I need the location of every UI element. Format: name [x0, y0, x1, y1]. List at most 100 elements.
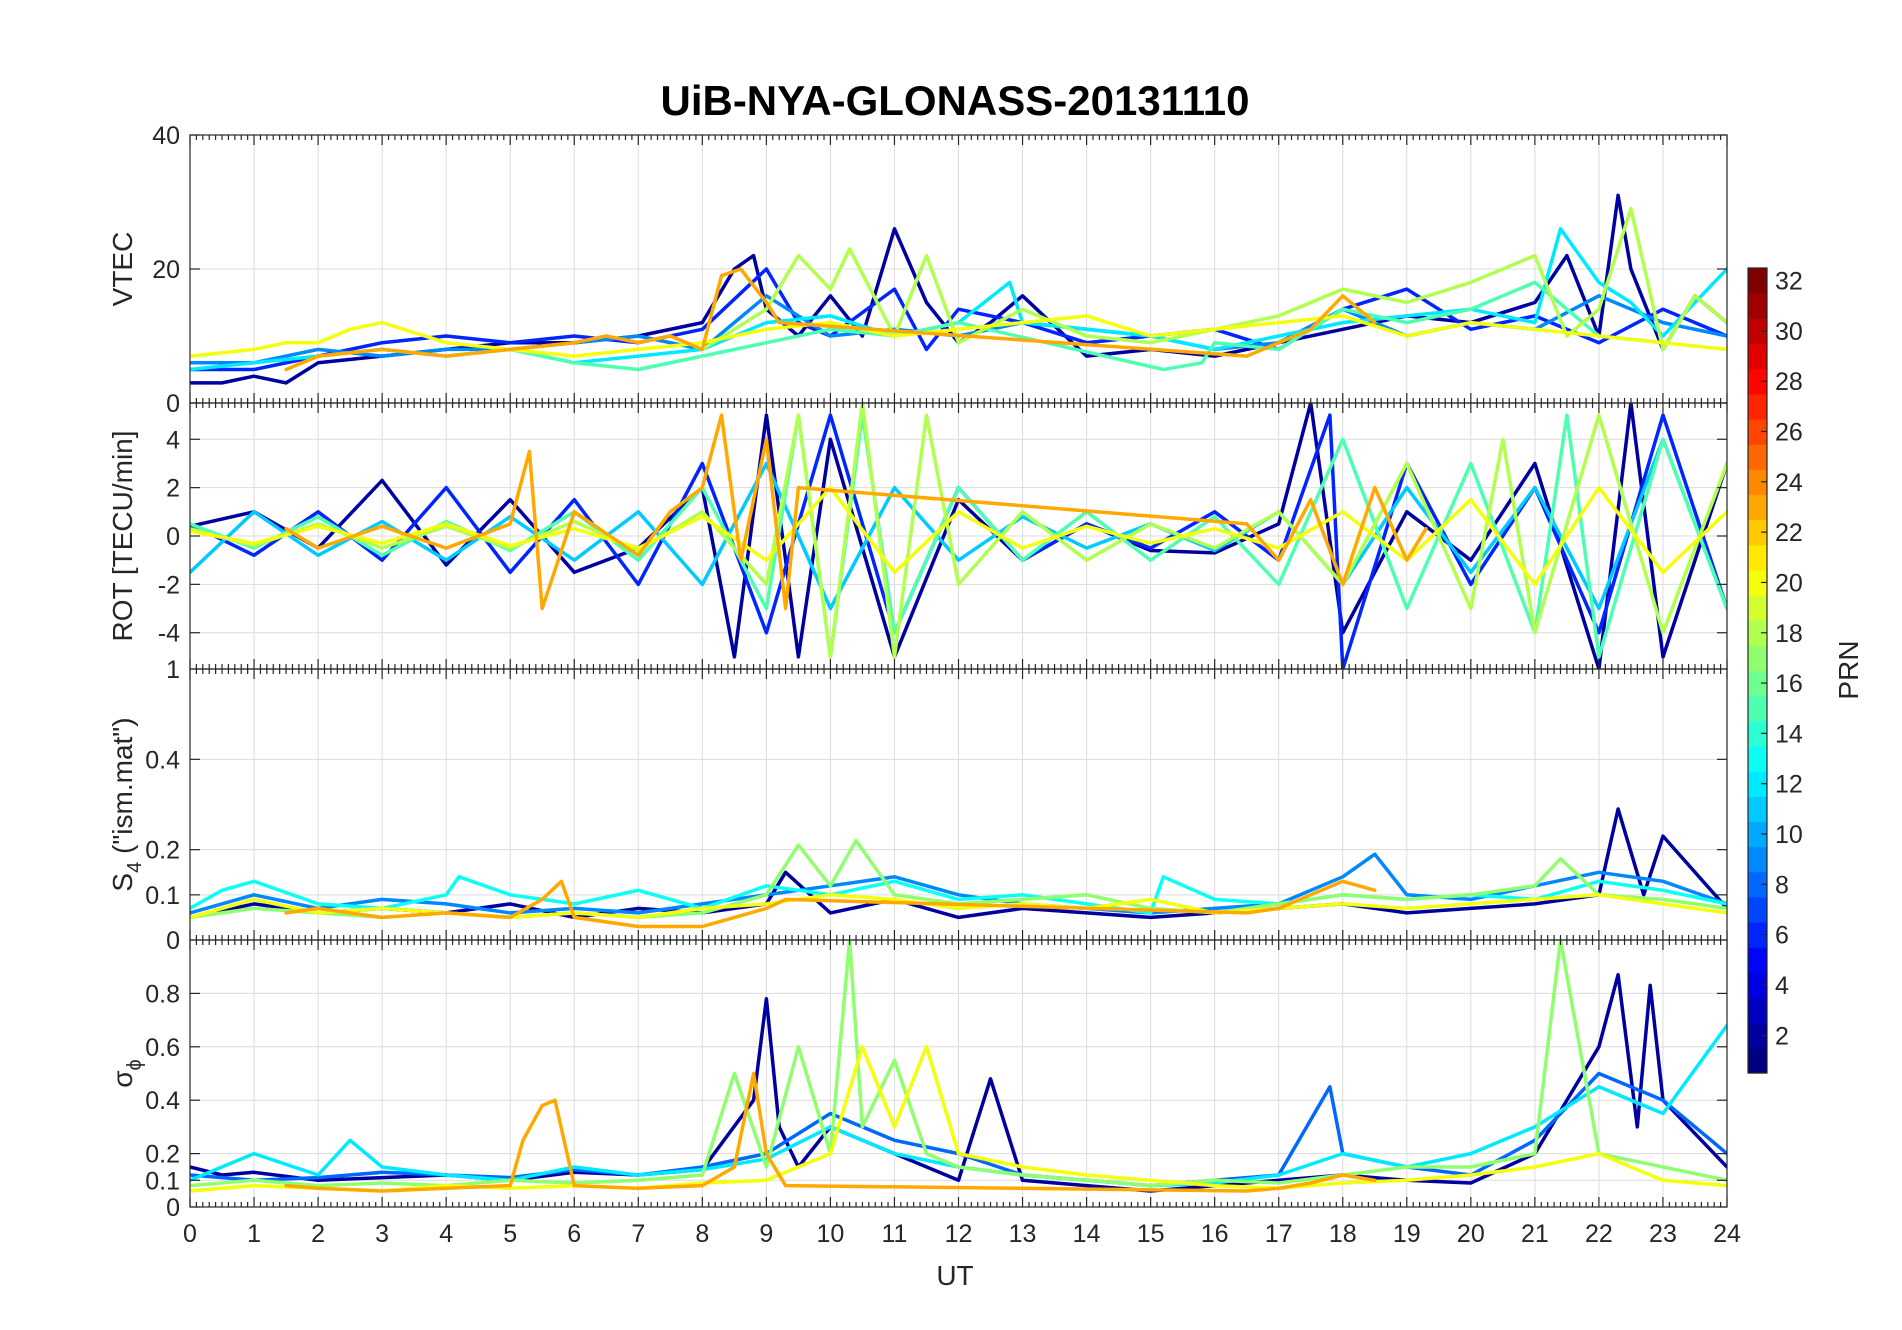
- y-tick-label: 0.2: [145, 1141, 180, 1169]
- x-tick-label: 0: [183, 1220, 197, 1248]
- colorbar-segment: [1748, 720, 1767, 747]
- colorbar-tick-label: 4: [1775, 972, 1789, 1000]
- panel-s4: 0.1 0.2 0.4 1 S4 ("ism.mat"): [107, 656, 1728, 941]
- y-tick-label: 0.2: [145, 837, 180, 865]
- y-axis-label-main: S: [107, 873, 138, 892]
- series-prn-9: [190, 852, 1727, 915]
- colorbar-segment: [1748, 947, 1767, 973]
- x-tick-label: 7: [631, 1220, 645, 1248]
- colorbar-segment: [1748, 796, 1767, 823]
- x-tick-label: 4: [439, 1220, 453, 1248]
- colorbar-segment: [1748, 1022, 1767, 1049]
- series-prn-20: [190, 485, 1727, 587]
- x-tick-label: 15: [1137, 1220, 1165, 1248]
- series-group-sigma: [190, 940, 1727, 1193]
- series-prn-11: [190, 437, 1727, 611]
- series-prn-23: [284, 1071, 1377, 1193]
- colorbar-tick-label: 30: [1775, 318, 1803, 346]
- series-group-vtec: [190, 193, 1727, 385]
- colorbar-tick-label: 28: [1775, 368, 1803, 396]
- colorbar-segment: [1748, 393, 1767, 420]
- x-tick-label: 19: [1393, 1220, 1421, 1248]
- y-tick-label: 0.4: [145, 1087, 180, 1115]
- colorbar-segment: [1748, 620, 1767, 646]
- colorbar-segment: [1748, 972, 1767, 999]
- colorbar-segment: [1748, 368, 1767, 395]
- x-tick-label: 23: [1649, 1220, 1677, 1248]
- y-tick-label: 0: [166, 390, 180, 418]
- colorbar-segment: [1748, 871, 1767, 898]
- series-prn-20: [190, 314, 1727, 358]
- x-tick-label: 12: [945, 1220, 973, 1248]
- colorbar-segment: [1748, 771, 1767, 797]
- colorbar-tick-label: 6: [1775, 922, 1789, 950]
- y-tick-label: -4: [158, 620, 180, 648]
- series-prn-6: [190, 267, 1727, 372]
- x-tick-label: 20: [1457, 1220, 1485, 1248]
- colorbar-segment: [1748, 745, 1767, 772]
- colorbar-segment: [1748, 595, 1767, 621]
- colorbar-segment: [1748, 645, 1767, 672]
- colorbar-segment: [1748, 268, 1767, 294]
- series-prn-18: [190, 403, 1727, 659]
- x-tick-label: 18: [1329, 1220, 1357, 1248]
- x-tick-label: 17: [1265, 1220, 1293, 1248]
- y-axis-label-suffix: ("ism.mat"): [107, 717, 138, 861]
- colorbar-tick-label: 16: [1775, 670, 1803, 698]
- colorbar-tick-label: 14: [1775, 720, 1803, 748]
- x-tick-label: 13: [1009, 1220, 1037, 1248]
- colorbar-segment: [1748, 318, 1767, 345]
- colorbar-segment: [1748, 519, 1767, 546]
- colorbar-tick-label: 8: [1775, 871, 1789, 899]
- series-group-rot: [190, 403, 1727, 669]
- y-tick-label: 0.1: [145, 882, 180, 910]
- y-axis-label-s4: S4 ("ism.mat"): [107, 717, 146, 891]
- colorbar-label: PRN: [1833, 640, 1864, 699]
- colorbar-segment: [1748, 846, 1767, 873]
- series-prn-23: [284, 413, 1428, 611]
- series-prn-23: [284, 879, 1377, 929]
- y-axis-label-subscript: 4: [124, 862, 146, 873]
- series-prn-23: [284, 267, 1377, 372]
- colorbar-segment: [1748, 670, 1767, 697]
- y-tick-label: 4: [166, 426, 180, 454]
- colorbar-tick-label: 18: [1775, 620, 1803, 648]
- y-tick-label-top: 0: [166, 927, 180, 955]
- x-tick-label: 6: [567, 1220, 581, 1248]
- colorbar-segment: [1748, 997, 1767, 1024]
- y-axis-label-vtec: VTEC: [107, 232, 138, 307]
- series-group-s4: [190, 807, 1727, 929]
- x-tick-label: 14: [1073, 1220, 1101, 1248]
- chart-title: UiB-NYA-GLONASS-20131110: [660, 77, 1249, 124]
- colorbar-segment: [1748, 293, 1767, 319]
- y-tick-label: 20: [152, 256, 180, 284]
- y-tick-label: 0.6: [145, 1034, 180, 1062]
- y-axis-label-sigma: σϕ: [107, 1059, 146, 1087]
- x-tick-label: 24: [1713, 1220, 1741, 1248]
- colorbar-segment: [1748, 695, 1767, 722]
- colorbar-segment: [1748, 494, 1767, 521]
- colorbar-tick-label: 22: [1775, 519, 1803, 547]
- y-tick-label: 40: [152, 122, 180, 150]
- y-tick-label-top: 1: [166, 656, 180, 684]
- colorbar-tick-label: 2: [1775, 1022, 1789, 1050]
- y-tick-label: 0: [166, 523, 180, 551]
- x-axis: 0 1 2 3 4 5 6 7 8 9 10 11 12 13 14 15 16 17 18 19 20 21 22 23 24: [183, 1220, 1741, 1248]
- x-tick-label: 8: [695, 1220, 709, 1248]
- colorbar-segment: [1748, 821, 1767, 848]
- series-prn-12: [190, 1023, 1727, 1188]
- colorbar-segment: [1748, 1047, 1767, 1074]
- y-axis-label-rot: ROT [TECU/min]: [107, 430, 138, 641]
- colorbar-frame: [1747, 267, 1768, 1074]
- colorbar-segment: [1748, 569, 1767, 596]
- colorbar-tick-label: 12: [1775, 771, 1803, 799]
- y-axis-label-main: VTEC: [107, 232, 138, 307]
- colorbar-tick-label: 10: [1775, 821, 1803, 849]
- colorbar-tick-label: 20: [1775, 569, 1803, 597]
- y-tick-label: 0.1: [145, 1167, 180, 1195]
- colorbar-tick-label: 24: [1775, 469, 1803, 497]
